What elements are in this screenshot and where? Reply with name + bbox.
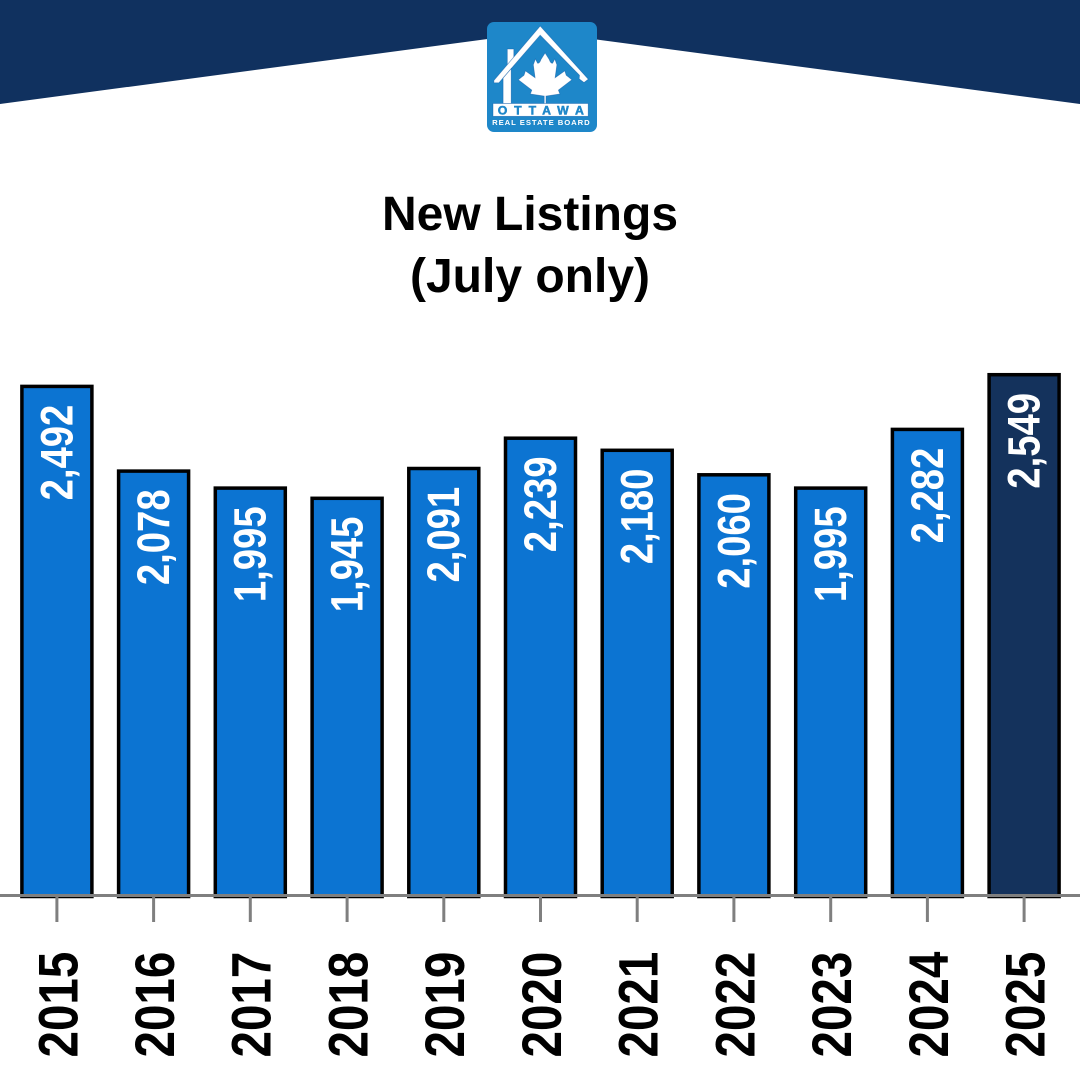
svg-text:REAL ESTATE BOARD: REAL ESTATE BOARD [492, 118, 591, 127]
svg-text:2019: 2019 [415, 952, 477, 1058]
svg-text:1,995: 1,995 [225, 506, 276, 602]
svg-text:2021: 2021 [608, 952, 670, 1058]
svg-text:2,060: 2,060 [708, 493, 759, 589]
svg-text:2,282: 2,282 [902, 448, 953, 544]
svg-text:1,995: 1,995 [805, 506, 856, 602]
svg-text:1,945: 1,945 [322, 517, 373, 613]
svg-text:2020: 2020 [511, 952, 573, 1058]
svg-text:OTTAWA: OTTAWA [498, 104, 591, 118]
svg-text:2015: 2015 [28, 952, 90, 1058]
svg-text:2,180: 2,180 [612, 469, 663, 565]
svg-text:(July only): (July only) [410, 250, 650, 303]
svg-text:2024: 2024 [898, 952, 960, 1058]
svg-text:2016: 2016 [124, 952, 186, 1058]
svg-text:2022: 2022 [705, 952, 767, 1058]
svg-text:2025: 2025 [995, 952, 1057, 1058]
svg-text:New Listings: New Listings [382, 188, 678, 241]
svg-text:2,091: 2,091 [418, 487, 469, 583]
svg-text:2018: 2018 [318, 952, 380, 1058]
svg-text:2,492: 2,492 [31, 405, 82, 501]
svg-text:2,549: 2,549 [999, 393, 1050, 489]
svg-text:2023: 2023 [802, 952, 864, 1058]
svg-text:2,239: 2,239 [515, 457, 566, 553]
svg-text:2,078: 2,078 [128, 489, 179, 585]
svg-text:2017: 2017 [221, 952, 283, 1058]
